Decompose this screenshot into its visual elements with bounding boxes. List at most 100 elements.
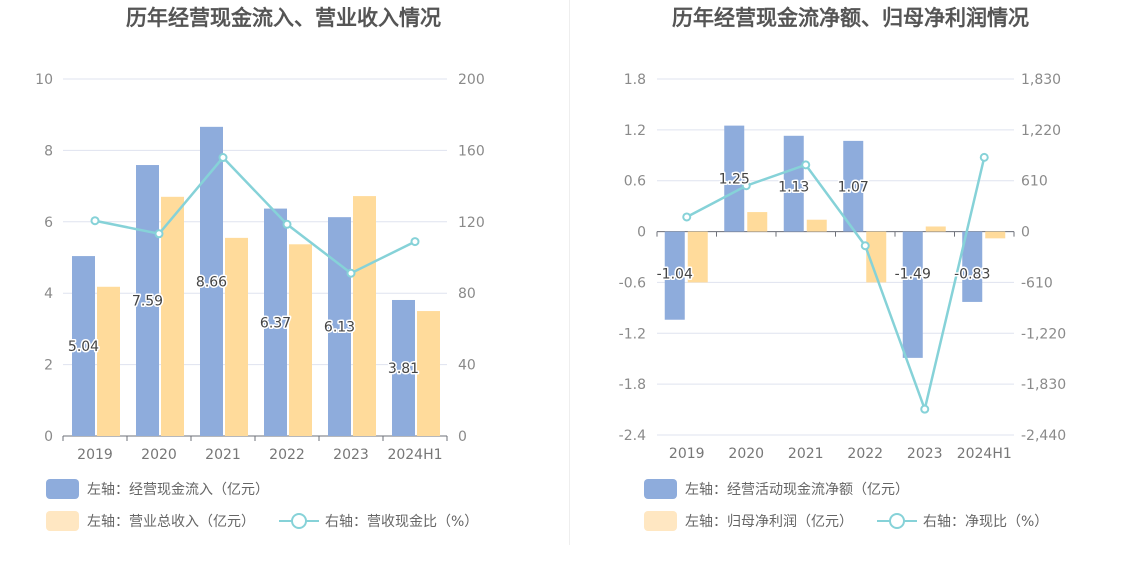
left-chart-panel: 历年经营现金流入、营业收入情况 10 200 8 160 6 120 4 80 2 40 0 0 201… [35,6,502,531]
bar-data-label: 6.13 [324,320,355,336]
x-axis-tick-label: 2022 [847,446,883,462]
left-axis-tick: -1.2 [619,326,646,342]
bar-data-label: 3.81 [388,361,419,377]
bar-secondary [417,311,440,436]
bar-secondary [353,196,376,436]
x-axis-tick-label: 2023 [333,447,369,463]
legend-item-cash-inflow[interactable]: 左轴：经营现金流入（亿元） [46,479,269,499]
bar-data-label: 5.04 [68,339,99,355]
bar-primary [328,217,351,436]
legend-label: 右轴：净现比（%） [923,514,1049,530]
line-point [218,153,228,163]
legend-row-1: 左轴：经营现金流入（亿元） [46,479,293,499]
left-axis-tick: 0 [637,225,646,241]
right-axis-tick: -1,220 [1021,326,1066,342]
bar-primary [392,299,415,436]
chart-plot: 10 200 8 160 6 120 4 80 2 40 0 0 2019 2020 2021 2022 202… [35,72,485,463]
bar-primary [962,231,983,302]
right-axis-tick: 200 [458,72,485,88]
line-point [282,219,292,229]
chart-title: 历年经营现金流入、营业收入情况 [126,6,441,30]
legend-item-net-profit[interactable]: 左轴：归母净利润（亿元） [644,511,853,531]
bar-data-label: 1.25 [719,172,750,188]
right-axis-tick: 40 [458,358,476,374]
bar-secondary [289,244,312,436]
x-axis-tick-label: 2023 [907,446,943,462]
right-axis-tick: 0 [1021,225,1030,241]
x-axis-tick-label: 2019 [669,446,705,462]
bar-secondary [747,212,768,232]
left-axis-tick: 1.2 [624,123,646,139]
x-axis-tick-label: 2020 [728,446,764,462]
bar-data-label: 7.59 [132,294,163,310]
bar-primary [664,231,685,320]
bar-secondary [687,231,708,283]
bar-primary [783,135,804,232]
x-axis-tick-label: 2021 [205,447,241,463]
bar-primary [902,231,923,358]
bar-data-label: 8.66 [196,274,227,290]
legend-swatch-icon [644,479,677,499]
x-axis-tick-label: 2022 [269,447,305,463]
legend-item-ratio[interactable]: 右轴：营收现金比（%） [279,511,478,531]
left-axis-tick: -0.6 [619,275,646,291]
line-point [410,237,420,247]
bar-primary [843,140,864,232]
x-axis-tick-label: 2021 [788,446,824,462]
series-line [94,155,416,275]
panel-divider [569,0,570,545]
bar-primary [200,126,223,436]
line-point [801,160,811,170]
left-axis-tick: 2 [44,358,53,374]
bar-secondary [806,219,827,232]
x-axis-tick-label: 2019 [77,447,113,463]
bar-primary [264,208,287,436]
legend-swatch-icon [46,511,79,531]
legend-label: 左轴：归母净利润（亿元） [685,514,853,530]
bar-data-label: 6.37 [260,315,291,331]
right-axis-tick: 160 [458,143,485,159]
bar-primary [724,125,745,232]
line-point [860,241,870,251]
bar-data-label: -1.49 [895,267,931,283]
legend-row-2: 左轴：营业总收入（亿元） 右轴：营收现金比（%） [46,511,502,531]
line-point [682,212,692,222]
left-axis-tick: 4 [44,286,53,302]
bar-data-label: 1.13 [778,180,809,196]
right-axis-tick: 610 [1021,174,1048,190]
legend-item-revenue[interactable]: 左轴：营业总收入（亿元） [46,511,255,531]
legend-swatch-icon [46,479,79,499]
line-point [346,268,356,278]
bar-data-label: -1.04 [657,267,693,283]
left-axis-tick: 6 [44,215,53,231]
left-axis-tick: 0 [44,429,53,445]
left-axis-tick: 10 [35,72,53,88]
line-point [90,216,100,226]
bar-primary [72,256,95,436]
legend-label: 右轴：营收现金比（%） [325,514,479,530]
bar-secondary [225,237,248,436]
legend-item-net-cash-ratio[interactable]: 右轴：净现比（%） [877,511,1048,531]
bar-secondary [97,286,120,436]
legend-line-circle-icon [877,511,917,531]
right-axis-tick: -2,440 [1021,428,1066,444]
legend-label: 左轴：经营现金流入（亿元） [87,482,269,498]
legend-row-2: 左轴：归母净利润（亿元） 右轴：净现比（%） [644,511,1072,531]
left-axis-tick: -1.8 [619,377,646,393]
bar-data-label: 1.07 [838,180,869,196]
right-axis-tick: 1,220 [1021,123,1061,139]
right-axis-tick: 80 [458,286,476,302]
legend-line-circle-icon [279,511,319,531]
legend-swatch-icon [644,511,677,531]
right-axis-tick: 1,830 [1021,72,1061,88]
x-axis-tick-label: 2024H1 [387,447,442,463]
right-axis-tick: -610 [1021,275,1053,291]
left-axis-tick: -2.4 [619,428,646,444]
legend-row-1: 左轴：经营活动现金流净额（亿元） [644,479,933,499]
left-axis-tick: 0.6 [624,174,646,190]
bar-secondary [925,226,946,232]
right-axis-tick: 120 [458,215,485,231]
line-point [979,152,989,162]
legend-item-net-cash-flow[interactable]: 左轴：经营活动现金流净额（亿元） [644,479,909,499]
legend-label: 左轴：经营活动现金流净额（亿元） [685,482,909,498]
